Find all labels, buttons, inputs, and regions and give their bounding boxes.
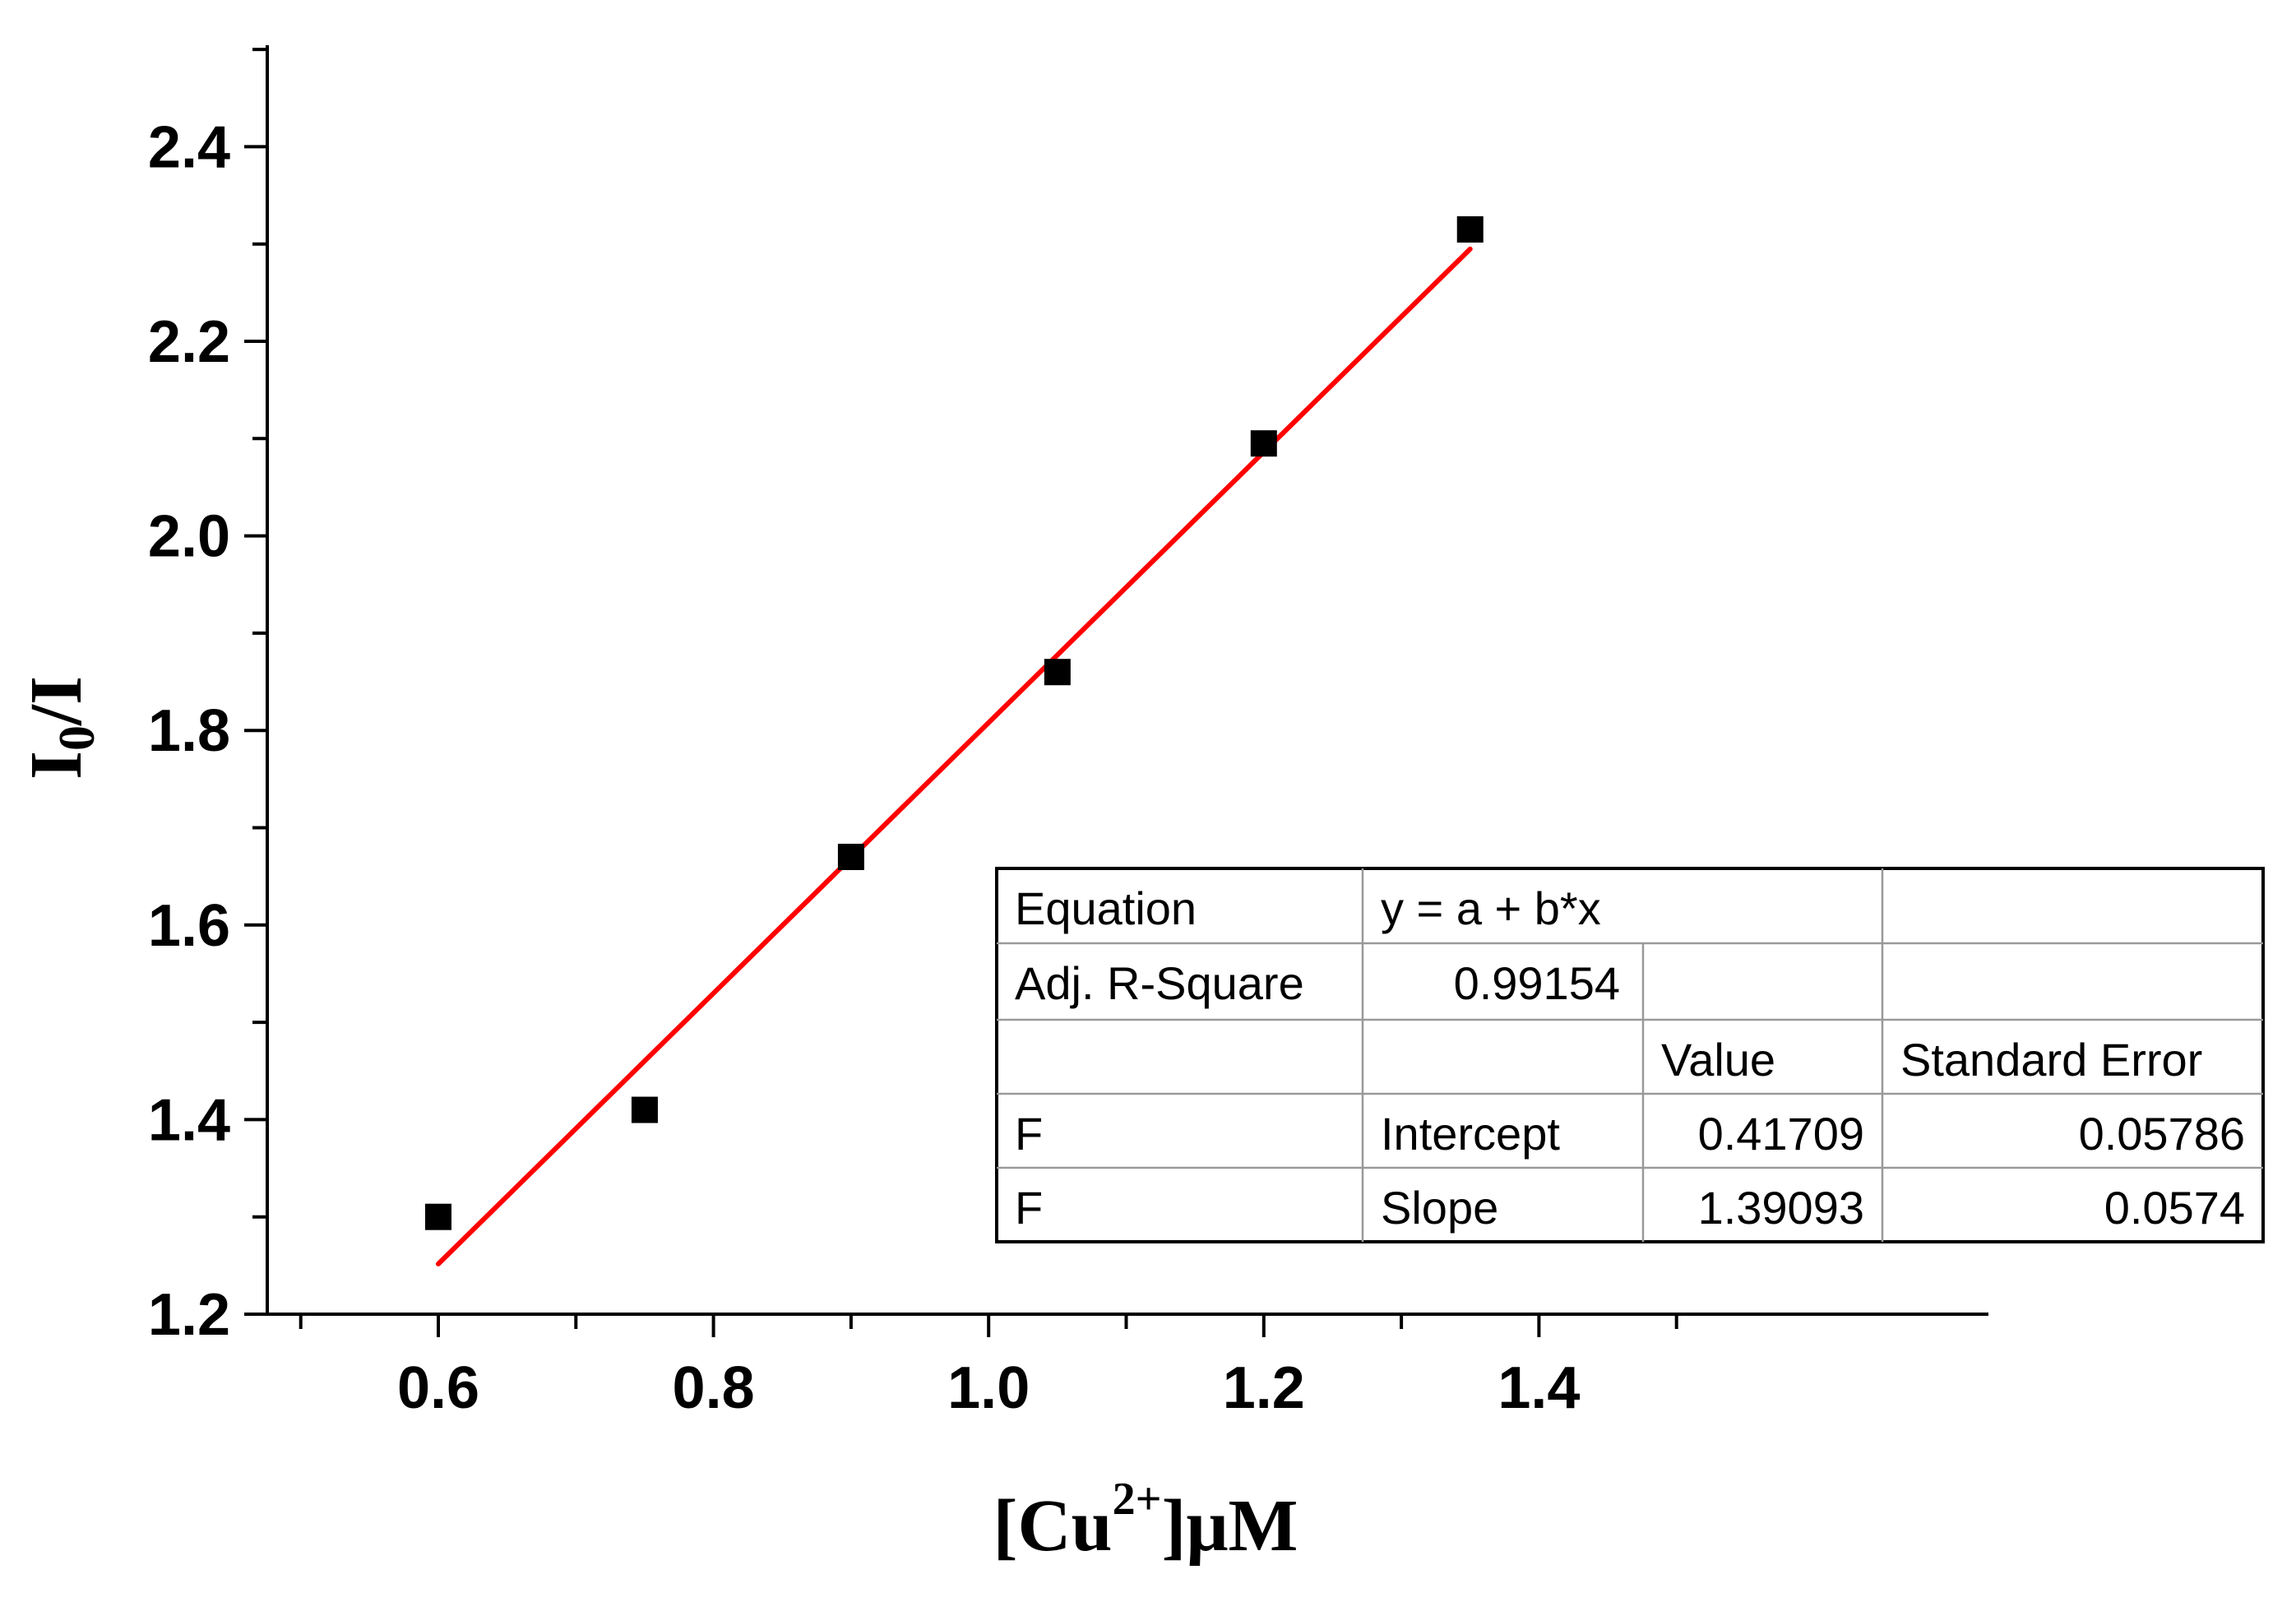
stats-cell: 0.41709 <box>1698 1108 1864 1160</box>
stats-cell: Slope <box>1381 1182 1498 1234</box>
x-axis-title-end: ]μM <box>1162 1485 1298 1567</box>
y-axis-title-sub: 0 <box>49 725 105 751</box>
y-tick-label: 2.0 <box>148 504 230 570</box>
y-axis-title: I0/I <box>16 676 105 780</box>
stats-cell: Standard Error <box>1900 1034 2202 1086</box>
stats-cell: F <box>1015 1182 1043 1234</box>
x-tick-label: 1.2 <box>1223 1355 1305 1421</box>
stats-cell: y = a + b*x <box>1381 882 1601 934</box>
data-point <box>1044 659 1071 686</box>
stats-cell: 1.39093 <box>1698 1182 1864 1234</box>
y-tick-label: 1.6 <box>148 893 230 959</box>
x-tick-label: 1.4 <box>1497 1355 1580 1421</box>
stats-table-border <box>995 867 2265 1243</box>
stats-cell: Intercept <box>1381 1108 1560 1160</box>
x-axis-title: [Cu2+]μM <box>993 1474 1298 1567</box>
data-point <box>631 1096 658 1123</box>
stats-cell: Equation <box>1015 882 1197 934</box>
stats-cell: Value <box>1661 1034 1775 1086</box>
y-tick-label: 2.4 <box>148 114 230 180</box>
stats-cell: 0.99154 <box>1454 957 1620 1009</box>
stats-cell: 0.05786 <box>2079 1108 2245 1160</box>
data-point <box>1456 215 1484 243</box>
fit-line-group <box>436 246 1473 1266</box>
data-point <box>837 843 864 870</box>
data-point <box>425 1203 451 1230</box>
y-tick-label: 2.2 <box>148 309 230 375</box>
x-tick-label: 1.0 <box>947 1355 1030 1421</box>
data-point <box>1250 430 1277 457</box>
y-axis-title-main: I <box>16 751 97 780</box>
y-axis-title-end: /I <box>16 676 97 726</box>
x-tick-label: 0.8 <box>673 1355 755 1421</box>
y-tick-label: 1.8 <box>148 698 230 764</box>
data-points <box>425 215 1484 1230</box>
stats-table: Equation y = a + b*x Adj. R-Square 0.99154 V… <box>995 867 2265 1243</box>
fit-line <box>436 246 1473 1266</box>
stats-cell: 0.0574 <box>2104 1182 2245 1234</box>
axis-ticks <box>244 48 1678 1337</box>
stats-cell: Adj. R-Square <box>1015 957 1304 1009</box>
x-tick-label: 0.6 <box>397 1355 479 1421</box>
x-axis-title-sup: 2+ <box>1113 1474 1162 1525</box>
stats-cell: F <box>1015 1108 1043 1160</box>
axis-tick-labels: 0.6 0.8 1.0 1.2 1.4 1.2 1.4 1.6 1.8 2.0 2.2 2.4 <box>148 114 1581 1421</box>
x-axis-title-main: [Cu <box>993 1485 1113 1567</box>
y-tick-label: 1.4 <box>148 1087 230 1153</box>
y-tick-label: 1.2 <box>148 1282 230 1348</box>
